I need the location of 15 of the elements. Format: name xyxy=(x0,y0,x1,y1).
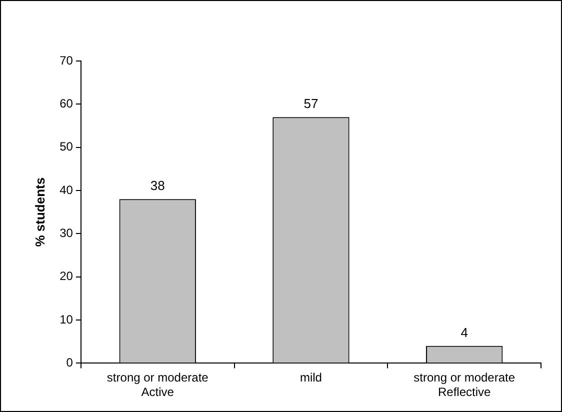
x-tick-label: strong or moderate Reflective xyxy=(414,370,516,400)
y-tick-label: 70 xyxy=(60,53,74,68)
data-label: 4 xyxy=(460,325,468,340)
x-tick-label: strong or moderate Active xyxy=(106,370,209,400)
y-tick-label: 60 xyxy=(60,96,74,110)
y-tick-label: 40 xyxy=(60,182,74,197)
y-tick-label: 20 xyxy=(60,269,74,284)
y-tick-label: 10 xyxy=(60,312,74,326)
y-axis-title: % students xyxy=(32,177,48,247)
x-tick-label: mild xyxy=(300,370,322,385)
data-label: 38 xyxy=(150,178,165,194)
y-tick-label: 0 xyxy=(66,356,74,370)
y-tick-label: 30 xyxy=(60,226,74,240)
y-tick-label: 50 xyxy=(60,140,74,154)
data-label: 57 xyxy=(304,96,318,112)
